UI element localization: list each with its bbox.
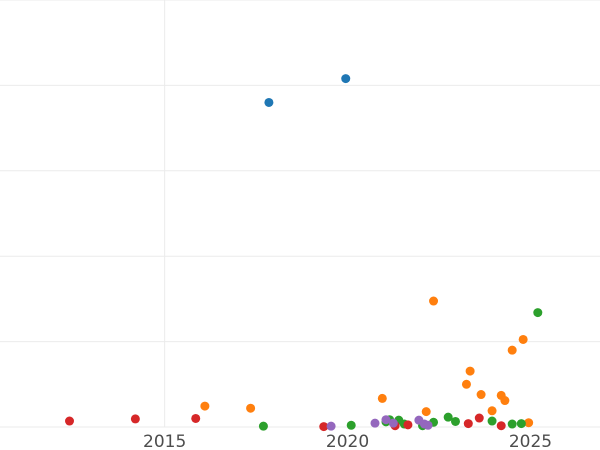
- data-point: [423, 420, 433, 430]
- data-point: [421, 407, 431, 417]
- data-point: [246, 403, 256, 413]
- data-point: [326, 421, 336, 431]
- data-point: [518, 334, 528, 344]
- data-point: [65, 416, 75, 426]
- data-point: [200, 401, 210, 411]
- x-axis-ticks: 2015 2020 2025: [143, 432, 552, 450]
- data-point: [388, 418, 398, 428]
- data-point: [487, 406, 497, 416]
- x-tick-label: 2015: [143, 432, 186, 450]
- data-point: [319, 422, 329, 432]
- data-point: [461, 379, 471, 389]
- data-point: [429, 296, 439, 306]
- data-point: [507, 419, 517, 429]
- data-point: [443, 412, 453, 422]
- data-point: [341, 74, 351, 84]
- data-point: [465, 366, 475, 376]
- x-tick-label: 2020: [326, 432, 369, 450]
- data-point: [474, 413, 484, 423]
- data-point: [500, 396, 510, 406]
- data-point: [487, 416, 497, 426]
- data-point: [507, 345, 517, 355]
- data-point: [377, 393, 387, 403]
- data-point: [130, 414, 140, 424]
- data-point: [496, 421, 506, 431]
- data-point: [463, 419, 473, 429]
- data-point: [516, 419, 526, 429]
- data-point: [346, 420, 356, 430]
- data-point: [258, 421, 268, 431]
- data-point: [381, 415, 391, 425]
- data-point: [524, 418, 534, 428]
- x-tick-label: 2025: [509, 432, 552, 450]
- data-point: [191, 413, 201, 423]
- gridlines: [0, 0, 600, 428]
- data-point: [450, 416, 460, 426]
- data-point: [264, 97, 274, 107]
- data-point: [370, 418, 380, 428]
- data-points: [65, 74, 543, 432]
- data-point: [403, 420, 413, 430]
- data-point: [533, 308, 543, 318]
- data-point: [476, 390, 486, 400]
